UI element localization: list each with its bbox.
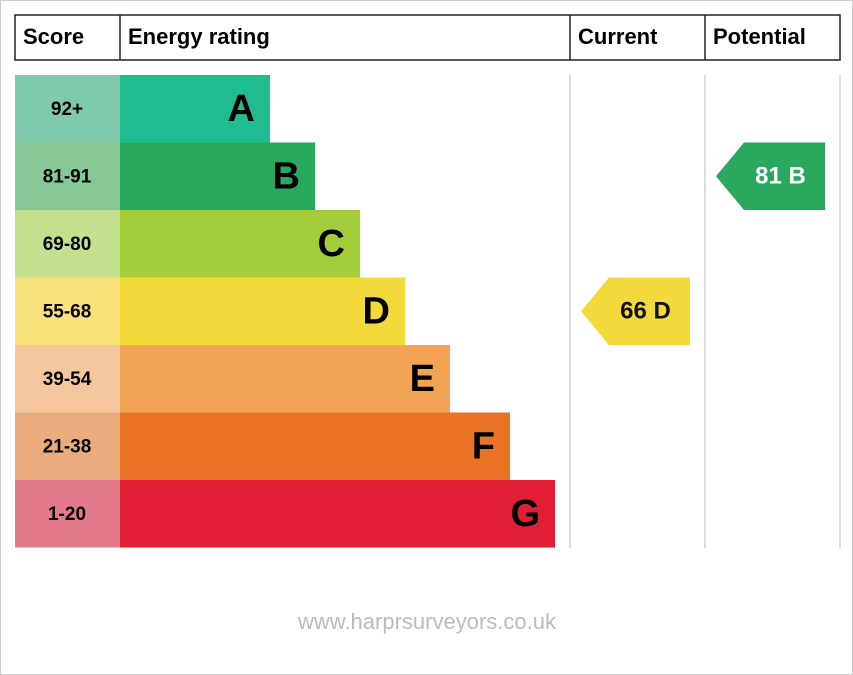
rating-letter: C [318, 223, 345, 265]
score-cell [15, 210, 120, 278]
score-range: 69-80 [43, 234, 92, 255]
rating-bar [120, 142, 315, 210]
rating-bar [120, 277, 405, 345]
rating-bar [120, 345, 450, 413]
rating-bar [120, 412, 510, 480]
header-score: Score [23, 24, 84, 49]
score-cell [15, 75, 120, 143]
footer: www.harprsurveyors.co.uk [297, 609, 557, 634]
score-cell [15, 142, 120, 210]
current-rating: D [654, 298, 671, 325]
rating-letter: A [228, 88, 255, 130]
rating-bar [120, 210, 360, 278]
rating-letter: D [363, 290, 390, 332]
potential-score: 81 [755, 163, 782, 190]
potential-arrow [716, 142, 825, 210]
rating-letter: E [410, 358, 435, 400]
header-current: Current [578, 24, 658, 49]
header-energy: Energy rating [128, 24, 270, 49]
rating-letter: B [273, 155, 300, 197]
header-potential: Potential [713, 24, 806, 49]
rating-letter: F [472, 425, 495, 467]
score-cell [15, 412, 120, 480]
rating-bar [120, 480, 555, 548]
score-range: 21-38 [43, 436, 92, 457]
score-range: 81-91 [43, 166, 92, 187]
potential-rating: B [789, 163, 806, 190]
score-cell [15, 480, 120, 548]
current-score: 66 [620, 298, 647, 325]
score-range: 1-20 [48, 504, 86, 525]
score-range: 39-54 [43, 369, 92, 390]
score-range: 92+ [51, 99, 83, 120]
current-arrow [581, 277, 690, 345]
score-cell [15, 277, 120, 345]
rating-letter: G [510, 493, 540, 535]
score-range: 55-68 [43, 301, 92, 322]
current-label: 66 D [620, 298, 671, 325]
header-row [14, 14, 841, 61]
potential-label: 81 B [755, 163, 806, 190]
rating-bar [120, 75, 270, 143]
score-cell [15, 345, 120, 413]
